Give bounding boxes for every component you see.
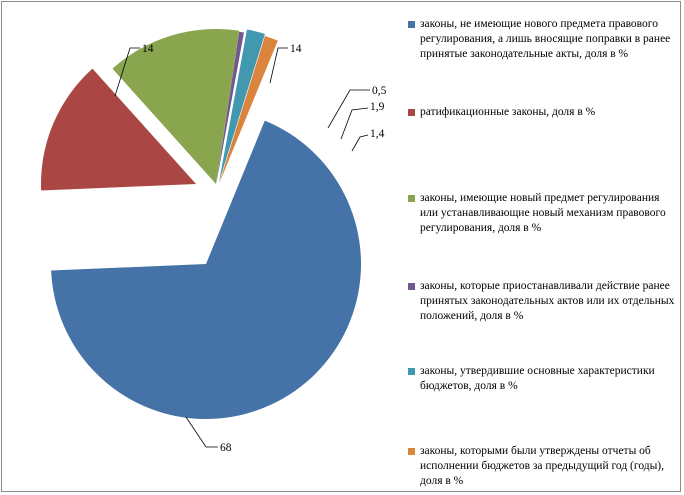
pie-slice-budgets [219,29,265,183]
data-label-budgets: 1,9 [370,101,385,113]
legend-label-budget-reports: законы, которыми были утверждены отчеты … [420,445,665,487]
pie-slice-budget-reports [219,35,278,184]
legend-swatch-budget-reports [408,448,415,455]
data-label-new-subject: 14 [290,43,302,55]
legend-item-ratification: ратификационные законы, доля в % [408,105,678,120]
legend-label-new-subject: законы, имеющие новый предмет регулирова… [420,192,666,234]
leader-line-suspension [327,89,370,129]
pie-slice-amendments [51,120,361,419]
legend-swatch-suspension [408,283,415,290]
legend-item-budgets: законы, утвердившие основные характерист… [408,364,678,394]
legend-item-amendments: законы, не имеющие нового предмета право… [408,17,678,62]
data-label-ratification: 14 [142,43,154,55]
leader-line-budgets [340,107,369,140]
legend-item-suspension: законы, которые приостанавливали действи… [408,279,678,324]
leader-line-new-subject [269,47,288,84]
legend-swatch-amendments [408,21,415,28]
legend-label-amendments: законы, не имеющие нового предмета право… [420,18,671,60]
leader-line-ratification [114,47,140,97]
leader-line-amendments [185,416,218,448]
legend-swatch-budgets [408,368,415,375]
legend-label-suspension: законы, которые приостанавливали действи… [420,280,675,322]
legend-item-budget-reports: законы, которыми были утверждены отчеты … [408,444,678,489]
legend-swatch-new-subject [408,195,415,202]
data-label-amendments: 68 [220,442,232,454]
legend-label-budgets: законы, утвердившие основные характерист… [420,365,655,392]
pie-slice-ratification [41,68,196,191]
legend-item-new-subject: законы, имеющие новый предмет регулирова… [408,191,678,236]
pie-slice-suspension [216,31,244,186]
data-label-suspension: 0,5 [372,85,387,97]
legend-swatch-ratification [408,109,415,116]
data-label-budget-reports: 1,4 [370,128,385,140]
legend-label-ratification: ратификационные законы, доля в % [420,106,596,118]
pie-slice-new-subject [112,29,240,184]
leader-line-budget-reports [351,134,369,152]
